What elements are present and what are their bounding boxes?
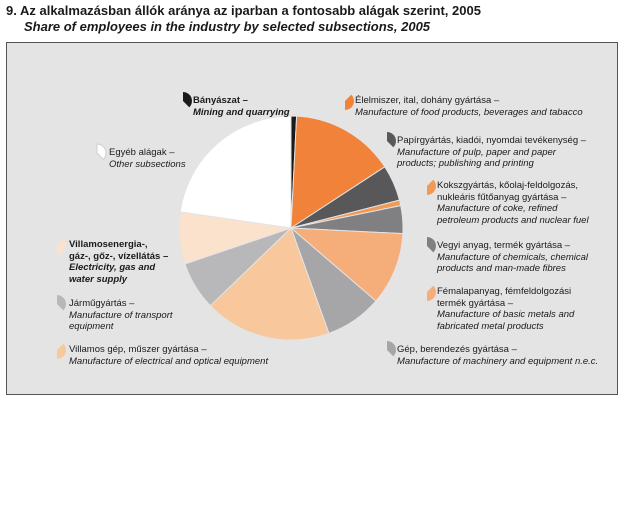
legend-marker-paper (387, 132, 396, 148)
label-metals: Fémalapanyag, fémfeldolgozási termék gyá… (437, 286, 575, 332)
label-mining: Bányászat – Mining and quarrying (193, 95, 290, 118)
chart-panel: Bányászat – Mining and quarrying Élelmis… (6, 42, 618, 395)
label-coke: Kokszgyártás, kőolaj-feldolgozás, nukleá… (437, 180, 589, 226)
label-machinery: Gép, berendezés gyártása – Manufacture o… (397, 344, 599, 367)
label-electricity: Villamosenergia-, gáz-, gőz-, vízellátás… (69, 239, 169, 285)
legend-marker-electrical (57, 343, 66, 359)
legend-marker-coke (427, 179, 436, 195)
label-paper: Papírgyártás, kiadói, nyomdai tevékenysé… (397, 135, 587, 169)
pie-slice-other (179, 115, 292, 229)
label-other: Egyéb alágak – Other subsections (109, 147, 186, 170)
label-transport: Járműgyártás – Manufacture of transport … (69, 298, 173, 332)
pie-slice-metals (289, 227, 404, 302)
label-food: Élelmiszer, ital, dohány gyártása – Manu… (355, 95, 583, 118)
label-electrical: Villamos gép, műszer gyártása – Manufact… (69, 344, 269, 367)
pie-slice-electrical (209, 227, 330, 341)
chart-title: 9. Az alkalmazásban állók aránya az ipar… (6, 3, 481, 18)
legend-marker-chemicals (427, 237, 436, 253)
chart-subtitle: Share of employees in the industry by se… (24, 19, 431, 34)
legend-marker-metals (427, 285, 436, 301)
legend-marker-electricity (57, 238, 66, 254)
pie-slice-food (290, 115, 386, 229)
legend-marker-mining (183, 92, 192, 108)
label-chemicals: Vegyi anyag, termék gyártása – Manufactu… (437, 240, 589, 274)
pie-chart (57, 92, 436, 359)
legend-marker-other (96, 143, 107, 161)
legend-marker-food (345, 94, 355, 110)
legend-marker-machinery (387, 341, 396, 357)
legend-marker-transport (57, 295, 66, 311)
